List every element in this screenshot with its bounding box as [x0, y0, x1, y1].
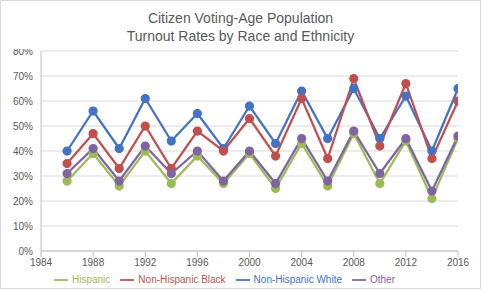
- html-text:Non-Hispanic White: Non-Hispanic White: [253, 273, 342, 285]
- svg-text:2016: 2016: [447, 257, 470, 268]
- svg-text:1992: 1992: [134, 257, 157, 268]
- svg-text:1984: 1984: [30, 257, 53, 268]
- html-text:Non-Hispanic Black: Non-Hispanic Black: [138, 273, 226, 285]
- html-text:Citizen Voting-Age Population: Citizen Voting-Age Population: [147, 10, 334, 26]
- html-text:Other: Other: [370, 273, 395, 285]
- html-text:Hispanic: Hispanic: [72, 273, 111, 285]
- svg-text:1996: 1996: [186, 257, 209, 268]
- svg-text:1988: 1988: [82, 257, 105, 268]
- svg-text:2000: 2000: [238, 257, 261, 268]
- svg-text:40%: 40%: [13, 146, 33, 157]
- svg-text:10%: 10%: [13, 221, 33, 232]
- svg-text:0%: 0%: [19, 246, 34, 257]
- svg-text:50%: 50%: [13, 121, 33, 132]
- svg-text:30%: 30%: [13, 171, 33, 182]
- svg-text:20%: 20%: [13, 196, 33, 207]
- svg-text:2004: 2004: [291, 257, 314, 268]
- svg-text:60%: 60%: [13, 96, 33, 107]
- html-text:Turnout Rates by Race and Ethn: Turnout Rates by Race and Ethnicity: [126, 28, 355, 44]
- svg-text:70%: 70%: [13, 71, 33, 82]
- svg-text:2008: 2008: [343, 257, 366, 268]
- svg-text:2012: 2012: [395, 257, 418, 268]
- svg-text:80%: 80%: [13, 49, 33, 57]
